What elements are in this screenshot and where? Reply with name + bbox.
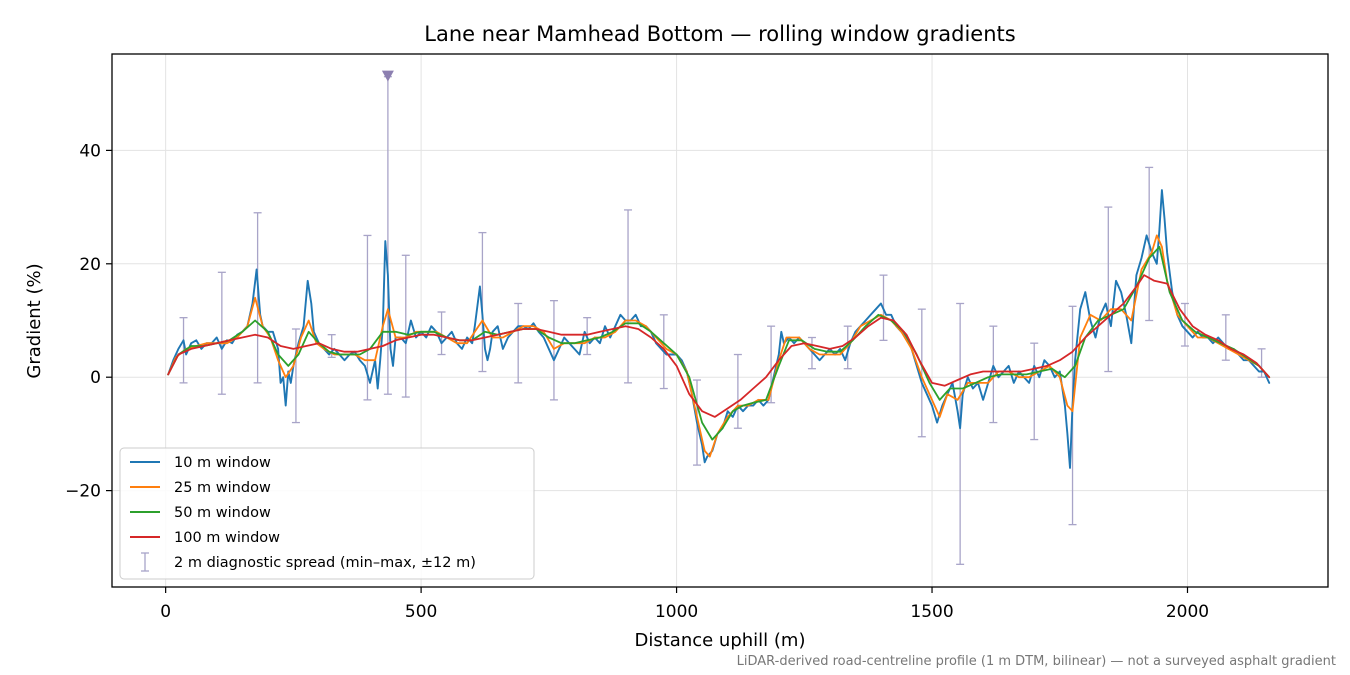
diagnostic-errorbar — [437, 311, 446, 356]
series-line-100m — [167, 274, 1271, 418]
diagnostic-errorbar — [917, 308, 926, 438]
diagnostic-errorbar — [217, 271, 226, 395]
legend-swatch-errorbar — [141, 552, 149, 572]
grid — [112, 54, 1328, 587]
footnote: LiDAR-derived road-centreline profile (1… — [737, 654, 1336, 669]
series-line-10m — [167, 189, 1271, 469]
plot-frame — [111, 53, 1329, 588]
diagnostic-errorbar — [733, 353, 742, 429]
diagnostic-errorbar — [401, 254, 410, 398]
diagnostic-errorbar — [291, 328, 300, 424]
axis-ticks: 0 500 1000 1500 2000 −20 0 20 40 — [65, 141, 1209, 622]
series-lines — [167, 189, 1271, 469]
x-axis-label: Distance uphill (m) — [635, 630, 806, 651]
legend-label-25m: 25 m window — [174, 480, 271, 496]
legend-box — [119, 447, 535, 580]
diagnostic-errorbar — [1030, 342, 1039, 441]
y-tick-label: 40 — [79, 141, 101, 161]
diagnostic-errorbar — [514, 302, 523, 384]
x-tick-label: 1000 — [655, 602, 698, 622]
diagnostic-errorbar — [549, 300, 558, 401]
x-tick-label: 0 — [160, 602, 171, 622]
y-tick-label: −20 — [65, 482, 101, 502]
legend-label-errorbar: 2 m diagnostic spread (min–max, ±12 m) — [174, 555, 476, 571]
series-line-50m — [167, 245, 1271, 441]
x-tick-label: 2000 — [1166, 602, 1209, 622]
y-tick-label: 20 — [79, 255, 101, 275]
y-axis-label: Gradient (%) — [24, 263, 45, 378]
chart-title: Lane near Mamhead Bottom — rolling windo… — [424, 22, 1015, 46]
legend-label-50m: 50 m window — [174, 505, 271, 521]
diagnostic-errorbar — [1180, 302, 1189, 347]
diagnostic-errorbar — [989, 325, 998, 424]
legend-label-10m: 10 m window — [174, 455, 271, 471]
clipped-value-marker — [381, 70, 394, 82]
diagnostic-errorbar — [1257, 348, 1266, 378]
diagnostic-errorbar — [956, 302, 965, 565]
diagnostic-errorbar — [1221, 314, 1230, 361]
y-tick-label: 0 — [90, 368, 101, 388]
x-tick-label: 500 — [405, 602, 437, 622]
diagnostic-errorbar — [1104, 206, 1113, 373]
legend: 10 m window 25 m window 50 m window 100 … — [119, 447, 535, 580]
diagnostic-errorbar — [478, 231, 487, 373]
legend-label-100m: 100 m window — [174, 530, 280, 546]
diagnostic-errorbar — [624, 209, 633, 384]
diagnostic-errorbar — [253, 212, 262, 384]
x-tick-label: 1500 — [910, 602, 953, 622]
diagnostic-errorbar — [843, 325, 852, 370]
